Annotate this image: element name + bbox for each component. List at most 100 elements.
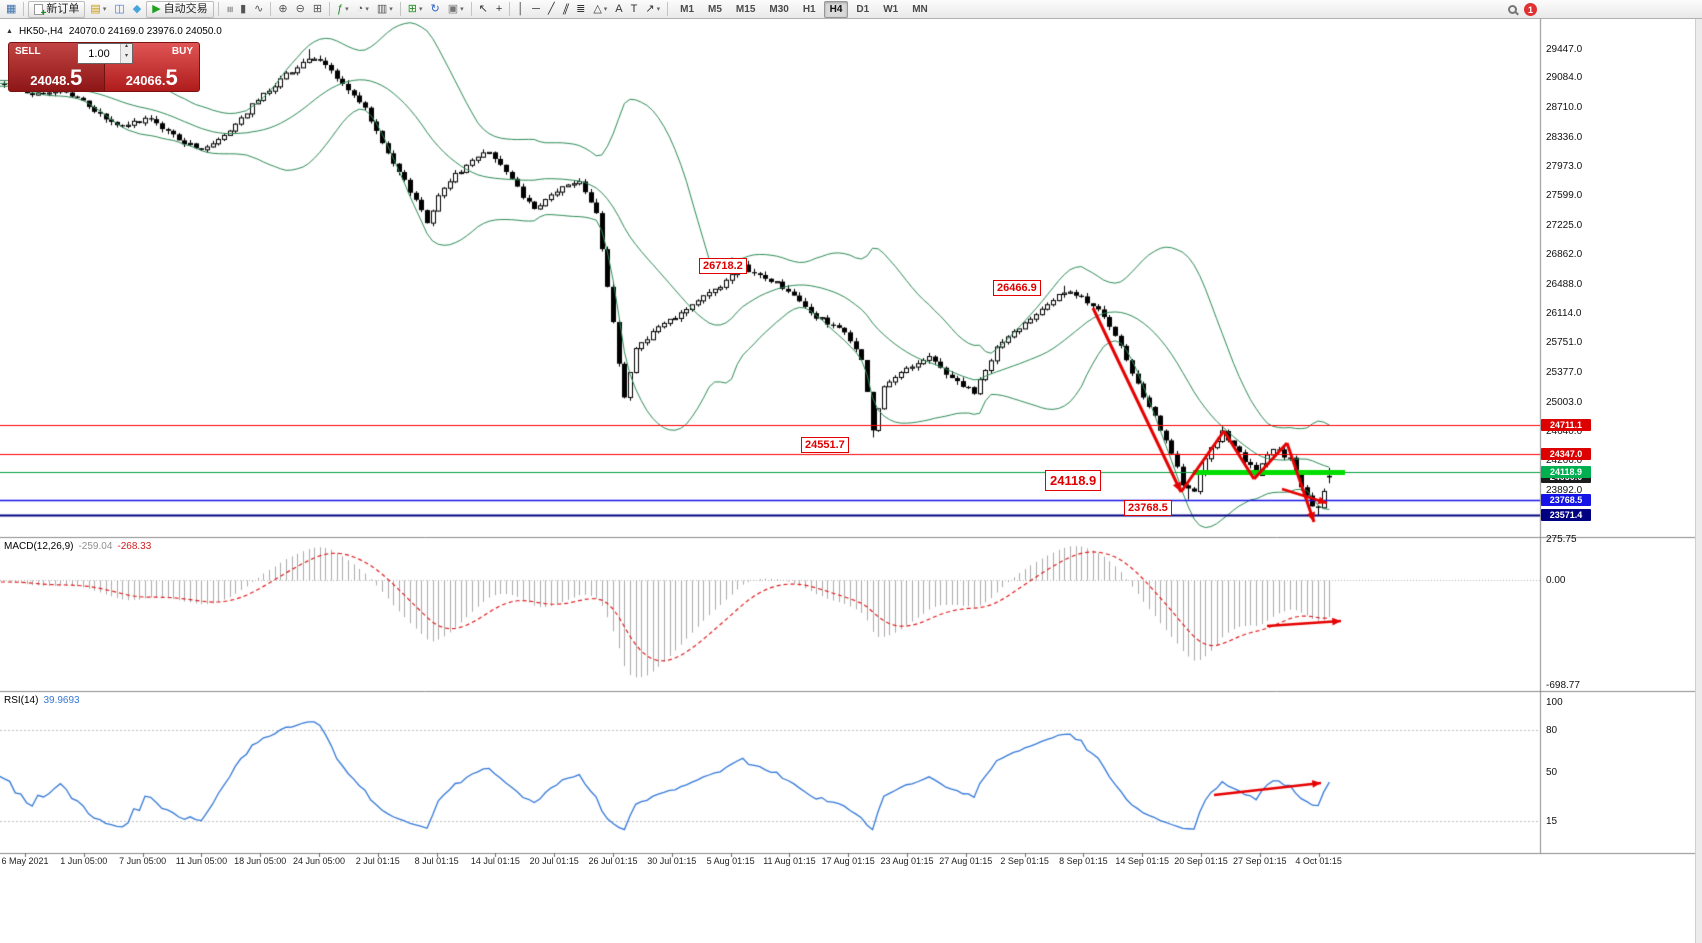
zoom-out-icon[interactable]: ⊖: [293, 1, 308, 18]
tile-windows-icon: ⊞: [312, 2, 323, 15]
timeframes-menu-icon[interactable]: ◔ ▾: [354, 1, 372, 18]
dropdown-caret-icon: ▾: [460, 5, 464, 13]
price-callout[interactable]: 23768.5: [1124, 500, 1172, 516]
level-price-tag: 24347.0: [1541, 447, 1591, 460]
refresh-icon[interactable]: ↻: [428, 1, 443, 18]
charts-menu-icon: ▤: [90, 2, 101, 15]
volume-down-button[interactable]: ▾: [121, 53, 132, 63]
arrows-tool-icon[interactable]: ↗ ▾: [642, 1, 663, 18]
oneclick-collapse-icon[interactable]: ▲: [6, 28, 13, 35]
price-axis-label: 25377.0: [1546, 366, 1583, 378]
time-axis-label: 6 May 2021: [1, 856, 49, 866]
price-callout[interactable]: 26466.9: [993, 280, 1041, 296]
dropdown-caret-icon: ▾: [418, 5, 423, 13]
metaeditor-icon[interactable]: ◆: [130, 1, 144, 18]
profiles-icon: ◫: [114, 2, 125, 15]
time-axis-label: 23 Aug 01:15: [880, 856, 934, 866]
price-callout[interactable]: 24551.7: [801, 437, 849, 453]
chart-window-icon[interactable]: ▦: [3, 1, 19, 18]
trendline-icon: ╱: [547, 2, 555, 15]
cursor-icon[interactable]: ↖: [476, 1, 491, 18]
vertical-line-icon[interactable]: │: [514, 1, 527, 18]
chart-region: ▲ HK50-,H4 24070.0 24169.0 23976.0 24050…: [0, 19, 1702, 943]
tile-windows-icon[interactable]: ⊞: [310, 1, 325, 18]
toolbar-separator: [329, 2, 331, 16]
new-order-icon: [34, 3, 46, 19]
level-price-tag: 24118.9: [1541, 465, 1591, 478]
timeframe-button-m5[interactable]: M5: [708, 3, 722, 15]
buy-button[interactable]: BUY 24066.5: [103, 43, 199, 91]
price-callout[interactable]: 24118.9: [1045, 470, 1102, 491]
time-axis-label: 27 Sep 01:15: [1233, 856, 1287, 866]
time-axis-label: 2 Sep 01:15: [1000, 856, 1049, 866]
dropdown-caret-icon: ▾: [102, 5, 107, 13]
templates-icon: ▥: [376, 2, 388, 15]
chart-window-icon: ▦: [6, 2, 17, 15]
zoom-in-icon[interactable]: ⊕: [275, 1, 290, 18]
price-chart-canvas[interactable]: [0, 19, 1702, 943]
price-axis-label: 26114.0: [1546, 308, 1582, 320]
timeframe-button-h1[interactable]: H1: [802, 3, 816, 15]
price-axis-label: 27225.0: [1546, 220, 1583, 232]
time-axis-label: 18 Jun 05:00: [234, 856, 287, 866]
time-axis-label: 8 Sep 01:15: [1059, 856, 1108, 866]
price-axis-label: 28710.0: [1546, 102, 1583, 114]
equidistant-channel-icon[interactable]: ∥: [560, 1, 572, 18]
timeframe-button-m30[interactable]: M30: [769, 3, 789, 15]
price-axis-label: 24266.0: [1546, 455, 1583, 467]
toolbar: ▦新订单▤▾◫◆▶自动交易≡▮∿⊕⊖⊞ƒ▾◔▾▥▾⊞▾↻▣▾↖+│─╱∥≣△▾A…: [0, 0, 1702, 19]
time-axis-label: 20 Sep 01:15: [1174, 856, 1228, 866]
templates-icon[interactable]: ▥ ▾: [374, 1, 396, 18]
buy-label: BUY: [171, 46, 193, 57]
scrollbar[interactable]: [1695, 19, 1702, 943]
volume-up-button[interactable]: ▴: [121, 43, 132, 54]
toolbar-separator: [470, 2, 472, 16]
price-callout[interactable]: 26718.2: [699, 258, 747, 274]
toolbar-separator: [23, 2, 25, 16]
timeframe-button-m15[interactable]: M15: [735, 3, 756, 15]
pane-resize-handle[interactable]: [0, 689, 1702, 694]
profiles-icon[interactable]: ◫: [111, 1, 127, 18]
price-axis-label: 28336.0: [1546, 131, 1583, 143]
dropdown-caret-icon: ▾: [603, 5, 608, 13]
text-label-icon[interactable]: T: [628, 1, 641, 18]
text-icon[interactable]: A: [612, 1, 625, 18]
time-axis-label: 2 Jul 01:15: [355, 856, 400, 866]
bars-chart-icon[interactable]: ≡: [223, 1, 235, 18]
macd-axis-label: -698.77: [1546, 679, 1580, 691]
timeframe-button-d1[interactable]: D1: [856, 3, 870, 15]
timeframe-button-h4[interactable]: H4: [823, 0, 849, 18]
shapes-icon[interactable]: △ ▾: [590, 1, 610, 18]
new-window-icon[interactable]: ⊞ ▾: [405, 1, 426, 18]
level-price-tag: 23768.5: [1541, 493, 1591, 506]
timeframe-button-m1[interactable]: M1: [680, 3, 695, 15]
indicators-icon[interactable]: ƒ ▾: [334, 1, 352, 18]
snapshot-icon[interactable]: ▣ ▾: [445, 1, 467, 18]
search-icon[interactable]: [1508, 5, 1517, 14]
pane-resize-handle[interactable]: [0, 535, 1702, 540]
cursor-icon: ↖: [478, 2, 488, 15]
toolbar-items: ▦新订单▤▾◫◆▶自动交易≡▮∿⊕⊖⊞ƒ▾◔▾▥▾⊞▾↻▣▾↖+│─╱∥≣△▾A…: [2, 0, 671, 19]
zoom-in-icon: ⊕: [278, 2, 288, 15]
notification-badge[interactable]: 1: [1524, 3, 1537, 16]
equidistant-channel-icon: ∥: [560, 2, 571, 15]
time-axis-label: 27 Aug 01:15: [939, 856, 993, 866]
trendline-icon[interactable]: ╱: [545, 1, 558, 18]
horizontal-line-icon[interactable]: ─: [529, 1, 543, 18]
crosshair-icon[interactable]: +: [493, 1, 505, 18]
volume-input[interactable]: [78, 44, 120, 63]
charts-menu-icon[interactable]: ▤ ▾: [87, 1, 109, 18]
fibonacci-icon[interactable]: ≣: [573, 1, 588, 18]
timeframe-button-w1[interactable]: W1: [883, 3, 899, 15]
candlestick-chart-icon[interactable]: ▮: [237, 1, 249, 18]
timeframe-button-mn[interactable]: MN: [912, 3, 928, 15]
autotrading-button[interactable]: ▶ 自动交易: [146, 0, 214, 18]
toolbar-separator: [399, 2, 401, 16]
price-axis[interactable]: 29447.0 29084.0 28710.0 28336.0 27973.0 27599…: [1541, 19, 1701, 872]
new-order-button[interactable]: 新订单: [28, 0, 86, 19]
line-chart-icon[interactable]: ∿: [251, 1, 266, 18]
time-axis-label: 14 Jul 01:15: [470, 856, 520, 866]
toolbar-separator: [217, 2, 219, 16]
dropdown-caret-icon: ▾: [345, 5, 349, 13]
time-axis[interactable]: 6 May 2021 1 Jun 05:00 7 Jun 05:00 11 Jun 0…: [0, 854, 1541, 871]
